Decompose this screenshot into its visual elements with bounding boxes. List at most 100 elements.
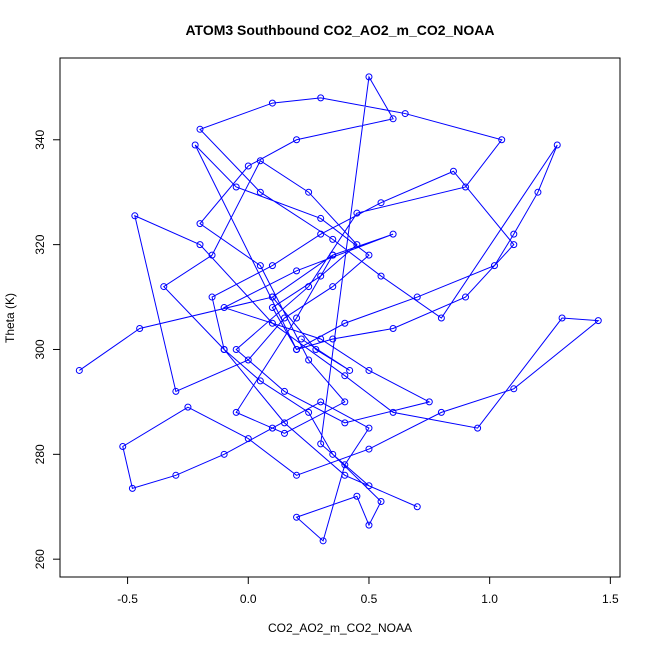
point [305, 408, 313, 416]
point [329, 251, 337, 259]
point [297, 335, 305, 343]
x-tick-label: 1.5 [602, 592, 619, 606]
point [317, 440, 325, 448]
point [389, 115, 397, 123]
point [312, 345, 320, 353]
point [256, 377, 264, 385]
point [160, 283, 168, 291]
point [474, 424, 482, 432]
point [128, 484, 136, 492]
point [293, 136, 301, 144]
point [341, 398, 349, 406]
point [498, 136, 506, 144]
point [191, 141, 199, 149]
point [317, 94, 325, 102]
point [268, 319, 276, 327]
point [280, 419, 288, 427]
point [305, 188, 313, 196]
point [389, 408, 397, 416]
point [365, 424, 373, 432]
point [244, 162, 252, 170]
point [594, 317, 602, 325]
point [196, 125, 204, 133]
point [510, 230, 518, 238]
point [353, 209, 361, 217]
point [268, 304, 276, 312]
point [329, 283, 337, 291]
point [490, 262, 498, 270]
point [305, 283, 313, 291]
point [232, 345, 240, 353]
point [365, 521, 373, 529]
point [268, 424, 276, 432]
point [256, 157, 264, 165]
point [462, 183, 470, 191]
point [232, 183, 240, 191]
point [341, 319, 349, 327]
point [510, 241, 518, 249]
point [401, 110, 409, 118]
point [293, 345, 301, 353]
point [377, 272, 385, 280]
point [413, 503, 421, 511]
y-tick-label: 340 [33, 129, 47, 149]
point [220, 345, 228, 353]
x-tick-label: 0.5 [361, 592, 378, 606]
point [462, 293, 470, 301]
point [329, 450, 337, 458]
point [341, 471, 349, 479]
x-tick-label: 0.0 [240, 592, 257, 606]
point [353, 492, 361, 500]
point [425, 398, 433, 406]
point [136, 325, 144, 333]
y-tick-label: 260 [33, 549, 47, 569]
point [341, 419, 349, 427]
point [389, 230, 397, 238]
point [329, 235, 337, 243]
point [389, 325, 397, 333]
point [317, 398, 325, 406]
point [293, 513, 301, 521]
point [280, 387, 288, 395]
point [293, 471, 301, 479]
point [75, 366, 83, 374]
point [172, 387, 180, 395]
point [365, 366, 373, 374]
point [377, 498, 385, 506]
point [329, 335, 337, 343]
point [244, 356, 252, 364]
point [319, 537, 327, 545]
point [449, 167, 457, 175]
point [437, 408, 445, 416]
point [413, 293, 421, 301]
point [365, 73, 373, 81]
point [268, 293, 276, 301]
point [437, 314, 445, 322]
series-line [79, 75, 600, 542]
point [558, 314, 566, 322]
point [280, 429, 288, 437]
point [341, 372, 349, 380]
point [353, 241, 361, 249]
point [220, 450, 228, 458]
point [131, 212, 139, 220]
point [256, 188, 264, 196]
point [305, 356, 313, 364]
point [184, 403, 192, 411]
point [172, 471, 180, 479]
point [346, 366, 354, 374]
point [268, 99, 276, 107]
point [208, 251, 216, 259]
point [119, 442, 127, 450]
chart-title: ATOM3 Southbound CO2_AO2_m_CO2_NOAA [185, 22, 494, 38]
point [196, 241, 204, 249]
x-tick-label: 1.0 [481, 592, 498, 606]
point [256, 262, 264, 270]
point [317, 272, 325, 280]
point [365, 251, 373, 259]
point [365, 445, 373, 453]
x-tick-label: -0.5 [117, 592, 138, 606]
y-tick-label: 300 [33, 339, 47, 359]
point [280, 314, 288, 322]
